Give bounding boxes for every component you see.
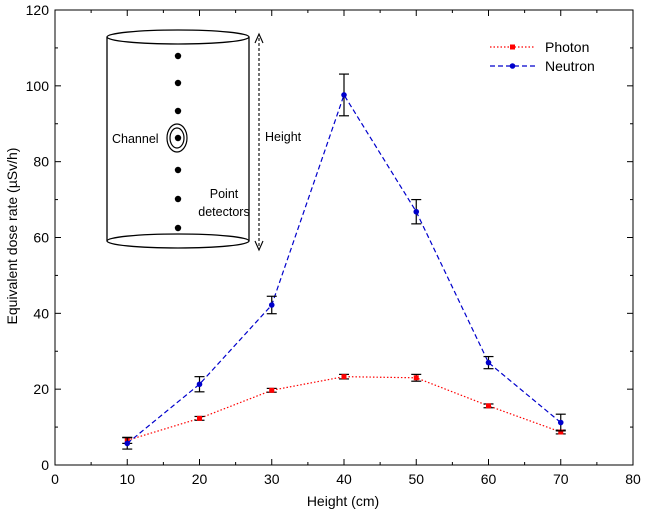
inset-channel-label: Channel (112, 132, 159, 146)
neutron-point (341, 92, 347, 98)
y-tick-label: 0 (41, 457, 49, 473)
channel-rings (166, 123, 188, 153)
y-tick-label: 40 (33, 305, 49, 321)
photon-point (197, 415, 202, 421)
series-photon (122, 373, 566, 444)
legend-item-neutron: Neutron (490, 58, 595, 74)
x-tick-label: 80 (625, 471, 641, 487)
legend-marker-neutron (509, 63, 516, 69)
point-detector (174, 134, 182, 142)
point-detectors (174, 52, 182, 232)
point-detector (174, 107, 182, 115)
inset-detectors-label-line2: detectors (198, 205, 249, 219)
neutron-point (268, 302, 275, 308)
legend-label-neutron: Neutron (545, 58, 595, 74)
point-detector (174, 224, 182, 232)
x-tick-label: 40 (336, 471, 352, 487)
x-tick-label: 20 (192, 471, 208, 487)
photon-point (269, 387, 275, 393)
x-axis-label: Height (cm) (307, 493, 379, 509)
x-tick-label: 0 (51, 471, 59, 487)
y-tick-label: 60 (33, 230, 49, 246)
x-tick-label: 30 (264, 471, 280, 487)
neutron-point (557, 419, 564, 426)
x-tick-label: 50 (408, 471, 424, 487)
axes-layer: 0 10 20 30 40 50 60 70 80 0 20 40 60 80 100 120 (26, 2, 641, 487)
channel-ring-inner (169, 127, 185, 149)
cylinder-bottom-arc (106, 240, 250, 249)
height-arrow-head-bottom (254, 240, 264, 252)
photon-point (486, 403, 491, 409)
legend-item-photon: Photon (490, 39, 589, 55)
y-tick-label: 20 (33, 381, 49, 397)
legend-label-photon: Photon (545, 39, 589, 55)
point-detector (174, 195, 182, 203)
series-neutron (122, 73, 566, 450)
x-tick-label: 60 (481, 471, 497, 487)
y-tick-label: 100 (26, 78, 50, 94)
x-tick-label: 70 (553, 471, 569, 487)
legend-marker-photon (510, 44, 515, 50)
neutron-point (196, 381, 203, 388)
height-arrow (254, 32, 264, 252)
neutron-point (413, 208, 420, 215)
neutron-point (485, 359, 492, 366)
legend: Photon Neutron (490, 39, 595, 74)
point-detector (174, 79, 182, 87)
photon-point (341, 374, 347, 380)
cylinder-top-ellipse (106, 29, 250, 45)
cylinder-drawing (106, 29, 250, 249)
photon-line (127, 376, 561, 441)
height-arrow-head-top (254, 32, 264, 44)
inset-schematic: Channel Height Point detectors (106, 29, 302, 252)
point-detector (174, 166, 182, 174)
inset-detectors-label-line1: Point (210, 187, 239, 201)
neutron-line (126, 93, 562, 444)
channel-ring-outer (166, 123, 188, 153)
series-layer (122, 73, 566, 450)
y-tick-label: 80 (33, 154, 49, 170)
photon-point (413, 375, 419, 381)
point-detector (174, 52, 182, 60)
x-tick-label: 10 (119, 471, 135, 487)
cylinder-bottom-arc-back (106, 233, 250, 242)
neutron-point (124, 440, 131, 447)
inset-height-label: Height (265, 130, 302, 144)
photon-point (558, 429, 564, 435)
y-tick-label: 120 (26, 2, 50, 18)
y-axis-label: Equivalent dose rate (µSv/h) (4, 148, 20, 325)
